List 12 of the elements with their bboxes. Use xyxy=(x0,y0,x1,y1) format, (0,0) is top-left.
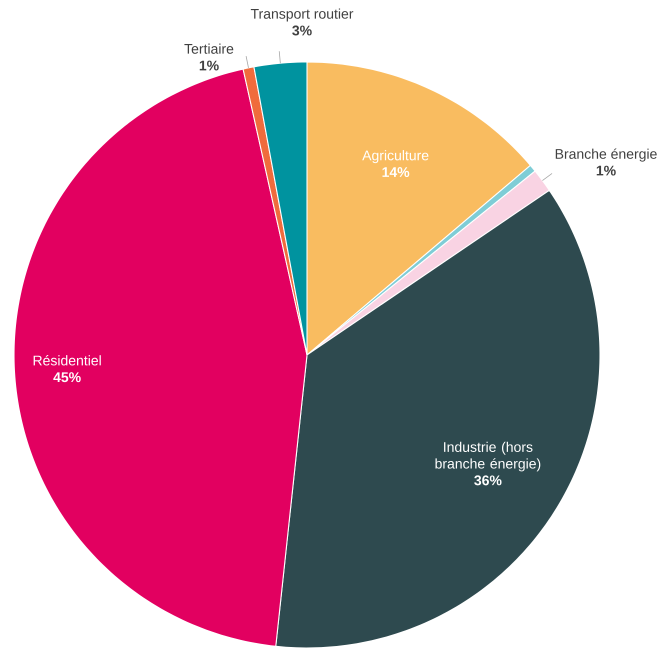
data-label: 36% xyxy=(474,475,502,486)
data-label: 1% xyxy=(200,60,219,70)
data-label: 3% xyxy=(292,26,312,36)
slice-label: Transport routier xyxy=(250,8,354,22)
data-label: 45% xyxy=(53,372,81,382)
slice-label: Industrie (hors branche énergie) xyxy=(435,442,540,472)
data-label: 14% xyxy=(382,167,410,177)
slice-label: Agriculture xyxy=(362,150,428,164)
slice-label: Résidentiel xyxy=(34,355,101,366)
slice-label: Tertiaire xyxy=(184,44,234,54)
data-label: 1% xyxy=(596,166,616,176)
slice-label: Branche énergie xyxy=(556,148,657,162)
